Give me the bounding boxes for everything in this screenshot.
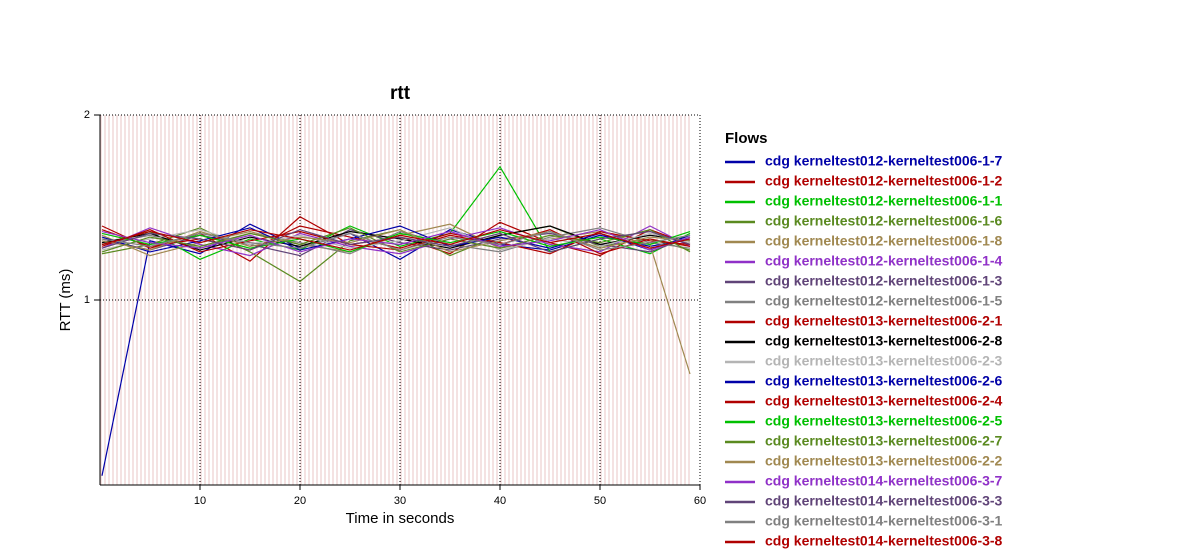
legend-label: cdg kerneltest013-kerneltest006-2-5 (765, 413, 1003, 429)
legend-label: cdg kerneltest013-kerneltest006-2-1 (765, 313, 1003, 329)
x-tick-label: 60 (694, 495, 706, 507)
legend-label: cdg kerneltest012-kerneltest006-1-7 (765, 153, 1003, 169)
series-line (101, 225, 691, 251)
chart-title: rtt (390, 83, 411, 104)
x-tick-label: 20 (294, 495, 306, 507)
legend-label: cdg kerneltest012-kerneltest006-1-1 (765, 193, 1003, 209)
series-line (101, 230, 691, 251)
legend-label: cdg kerneltest012-kerneltest006-1-2 (765, 173, 1003, 189)
series-line (101, 229, 691, 253)
series-line (101, 230, 691, 253)
legend-label: cdg kerneltest012-kerneltest006-1-3 (765, 273, 1003, 289)
x-tick-label: 30 (394, 495, 406, 507)
series-line (101, 227, 691, 253)
legend-label: cdg kerneltest012-kerneltest006-1-6 (765, 213, 1003, 229)
series-line (101, 223, 691, 476)
series-line (101, 229, 691, 253)
legend-label: cdg kerneltest013-kerneltest006-2-2 (765, 453, 1003, 469)
y-tick-label: 2 (84, 109, 90, 121)
legend-label: cdg kerneltest012-kerneltest006-1-4 (765, 253, 1003, 269)
legend-label: cdg kerneltest013-kerneltest006-2-3 (765, 353, 1003, 369)
legend-label: cdg kerneltest014-kerneltest006-3-3 (765, 493, 1003, 509)
legend-label: cdg kerneltest013-kerneltest006-2-7 (765, 433, 1003, 449)
series-line (101, 229, 691, 251)
legend-label: cdg kerneltest013-kerneltest006-2-8 (765, 333, 1003, 349)
legend-label: cdg kerneltest014-kerneltest006-3-8 (765, 533, 1003, 549)
x-axis-label: Time in seconds (346, 510, 455, 527)
legend-label: cdg kerneltest014-kerneltest006-3-7 (765, 473, 1003, 489)
x-tick-label: 40 (494, 495, 506, 507)
y-axis-label: RTT (ms) (57, 269, 74, 332)
series-line (101, 227, 691, 251)
x-tick-label: 50 (594, 495, 606, 507)
legend-label: cdg kerneltest013-kerneltest006-2-4 (765, 393, 1003, 409)
x-tick-label: 10 (194, 495, 206, 507)
legend-label: cdg kerneltest012-kerneltest006-1-8 (765, 233, 1003, 249)
series-line (101, 225, 691, 257)
legend-label: cdg kerneltest012-kerneltest006-1-5 (765, 293, 1003, 309)
legend-title: Flows (725, 130, 768, 147)
legend-label: cdg kerneltest014-kerneltest006-3-1 (765, 513, 1003, 529)
y-tick-label: 1 (84, 294, 90, 306)
legend-label: cdg kerneltest013-kerneltest006-2-6 (765, 373, 1003, 389)
series-line (101, 229, 691, 253)
